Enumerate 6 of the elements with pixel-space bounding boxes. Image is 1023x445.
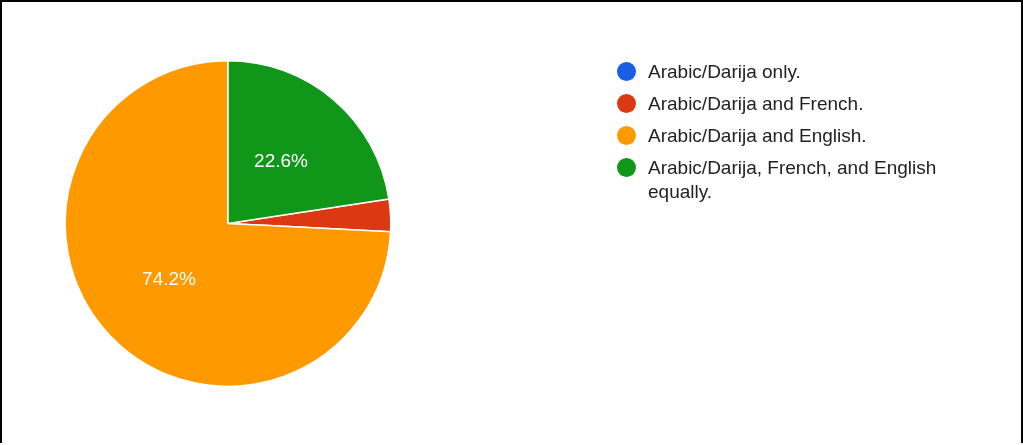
- legend-label: Arabic/Darija only.: [648, 60, 801, 84]
- legend-label: Arabic/Darija and French.: [648, 92, 864, 116]
- legend-label: Arabic/Darija, French, and English equally.: [648, 156, 938, 204]
- data-label: 74.2%: [142, 267, 197, 289]
- data-label: 22.6%: [254, 150, 309, 172]
- legend-label: Arabic/Darija and English.: [648, 124, 867, 148]
